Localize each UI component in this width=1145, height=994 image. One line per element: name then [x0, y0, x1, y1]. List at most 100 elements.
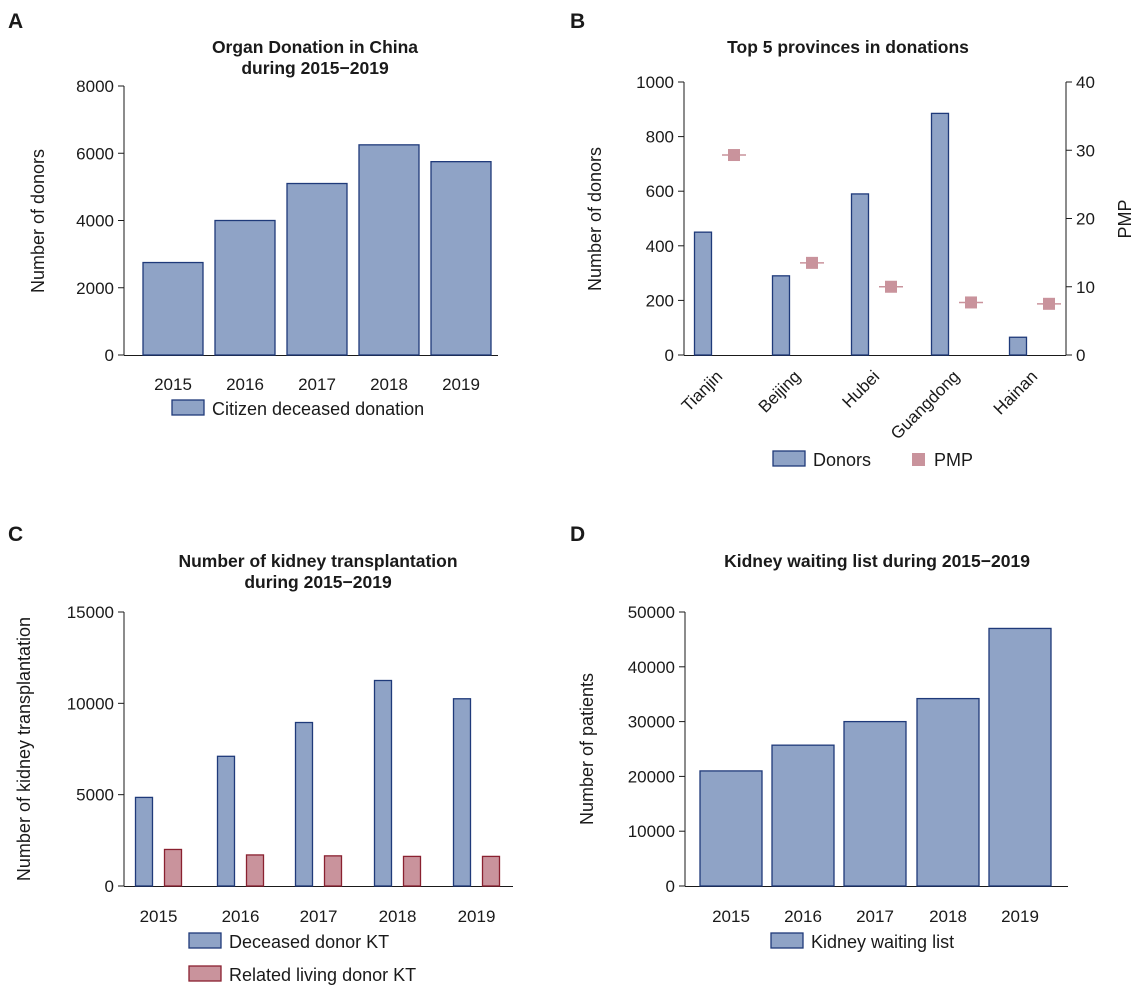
- x-tick-label: 2015: [154, 375, 192, 394]
- x-tick-label: 2018: [379, 907, 417, 926]
- y-tick-label: 10000: [67, 694, 114, 713]
- y-tick-label: 20000: [628, 767, 675, 786]
- y-tick-label: 30000: [628, 713, 675, 732]
- y2-tick-label: 30: [1076, 141, 1095, 160]
- chart-title: Top 5 provinces in donations: [727, 37, 969, 57]
- y-axis-label: Number of patients: [577, 673, 597, 825]
- y-tick-label: 0: [666, 877, 675, 896]
- chart-title: during 2015−2019: [241, 58, 389, 78]
- legend-label: Deceased donor KT: [229, 932, 389, 952]
- x-tick-label: 2016: [784, 907, 822, 926]
- y2-tick-label: 10: [1076, 278, 1095, 297]
- y-tick-label: 800: [646, 128, 674, 147]
- x-tick-label: Tianjin: [678, 367, 726, 415]
- bar: [373, 679, 393, 887]
- y-axis-label: Number of donors: [585, 147, 605, 291]
- legend-swatch: [188, 932, 222, 949]
- y-tick-label: 2000: [76, 279, 114, 298]
- x-tick-label: Guangdong: [887, 367, 963, 443]
- panel-letter: B: [570, 10, 585, 33]
- bar: [930, 112, 950, 356]
- x-tick-label: 2019: [442, 375, 480, 394]
- bar: [430, 161, 492, 356]
- chart-title: during 2015−2019: [244, 572, 392, 592]
- y-tick-label: 0: [105, 877, 114, 896]
- legend-label: Related living donor KT: [229, 965, 416, 985]
- legend-label: Kidney waiting list: [811, 932, 954, 952]
- bar: [481, 855, 501, 887]
- chart-panel-b: B Top 5 provinces in donations 0 200 400 600 8…: [570, 10, 1135, 470]
- y-tick-label: 600: [646, 182, 674, 201]
- x-tick-label: 2018: [929, 907, 967, 926]
- legend-label: PMP: [934, 450, 973, 470]
- legend-label: Citizen deceased donation: [212, 399, 424, 419]
- x-tick-label: Beijing: [755, 367, 805, 417]
- x-tick-label: 2017: [856, 907, 894, 926]
- y-tick-label: 4000: [76, 212, 114, 231]
- bar: [988, 627, 1052, 887]
- x-tick-label: 2019: [1001, 907, 1039, 926]
- x-tick-label: 2016: [222, 907, 260, 926]
- x-tick-label: 2017: [298, 375, 336, 394]
- bar: [771, 744, 835, 887]
- pmp-marker: [965, 296, 977, 309]
- bar: [163, 848, 183, 887]
- y2-tick-label: 40: [1076, 73, 1095, 92]
- panel-letter: C: [8, 523, 23, 546]
- bar: [843, 720, 907, 887]
- y-tick-label: 400: [646, 237, 674, 256]
- y-tick-label: 200: [646, 291, 674, 310]
- bar: [452, 698, 472, 887]
- y-tick-label: 0: [105, 346, 114, 365]
- bar: [1008, 336, 1028, 356]
- pmp-marker: [1043, 297, 1055, 310]
- bar: [286, 182, 348, 356]
- bar: [142, 261, 204, 356]
- legend-swatch: [772, 450, 806, 467]
- y-tick-label: 10000: [628, 822, 675, 841]
- bar: [699, 770, 763, 887]
- legend-swatch: [770, 932, 804, 949]
- y-tick-label: 8000: [76, 77, 114, 96]
- bar: [245, 854, 265, 887]
- chart-title: Organ Donation in China: [212, 37, 418, 57]
- bar: [294, 721, 314, 887]
- bar: [402, 855, 422, 887]
- pmp-marker: [806, 256, 818, 269]
- bar: [916, 697, 980, 887]
- x-tick-label: 2018: [370, 375, 408, 394]
- y-tick-label: 1000: [636, 73, 674, 92]
- y-tick-label: 50000: [628, 603, 675, 622]
- y2-tick-label: 20: [1076, 210, 1095, 229]
- y-axis-label: Number of kidney transplantation: [14, 617, 34, 881]
- bar: [216, 755, 236, 887]
- y-tick-label: 15000: [67, 603, 114, 622]
- bar: [693, 231, 713, 356]
- pmp-marker: [885, 280, 897, 293]
- x-tick-label: Hubei: [838, 367, 883, 412]
- legend-swatch: [912, 453, 925, 466]
- chart-title: Kidney waiting list during 2015−2019: [724, 551, 1030, 571]
- x-tick-label: 2017: [300, 907, 338, 926]
- x-tick-label: 2015: [712, 907, 750, 926]
- bar: [214, 219, 276, 356]
- bar: [358, 144, 420, 356]
- panel-letter: D: [570, 523, 585, 546]
- y-tick-label: 40000: [628, 658, 675, 677]
- x-tick-label: Hainan: [990, 367, 1042, 419]
- x-tick-label: 2016: [226, 375, 264, 394]
- y-tick-label: 5000: [76, 786, 114, 805]
- legend-swatch: [188, 965, 222, 982]
- x-tick-label: 2015: [140, 907, 178, 926]
- panel-letter: A: [8, 10, 23, 33]
- bar: [771, 275, 791, 356]
- bar: [323, 855, 343, 887]
- y-tick-label: 6000: [76, 144, 114, 163]
- pmp-marker: [728, 149, 740, 162]
- y-tick-label: 0: [665, 346, 674, 365]
- bar: [850, 193, 870, 356]
- chart-title: Number of kidney transplantation: [178, 551, 457, 571]
